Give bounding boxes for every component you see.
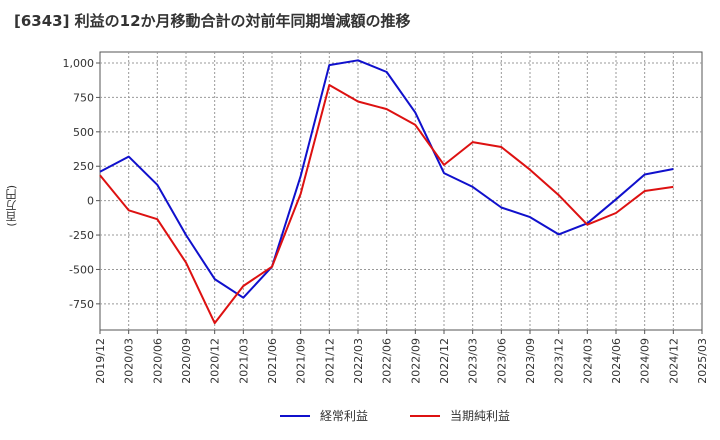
x-tick-label: 2021/06 (266, 338, 279, 384)
x-tick-label: 2021/03 (237, 338, 250, 384)
y-tick-label: -500 (69, 263, 94, 276)
series-line-1 (99, 59, 674, 299)
x-tick-label: 2022/03 (352, 338, 365, 384)
x-tick-label: 2024/03 (581, 338, 594, 384)
x-tick-label: 2019/12 (94, 338, 107, 384)
chart-title: [6343] 利益の12か月移動合計の対前年同期増減額の推移 (14, 12, 411, 30)
x-tick-label: 2023/09 (524, 338, 537, 384)
x-tick-label: 2020/09 (180, 338, 193, 384)
x-tick-label: 2021/09 (295, 338, 308, 384)
x-tick-label: 2020/06 (151, 338, 164, 384)
x-tick-label: 2023/12 (553, 338, 566, 384)
x-tick-label: 2021/12 (323, 338, 336, 384)
y-tick-label: 500 (73, 126, 94, 139)
y-tick-label: 0 (87, 195, 94, 208)
series-line-2 (99, 84, 674, 325)
x-tick-label: 2024/06 (610, 338, 623, 384)
legend-label-1: 経常利益 (320, 409, 368, 423)
legend-label-2: 当期純利益 (450, 409, 510, 423)
plot-area (99, 51, 703, 331)
x-tick-label: 2024/09 (639, 338, 652, 384)
y-tick-label: -250 (69, 229, 94, 242)
x-tick-label: 2024/12 (667, 338, 680, 384)
x-tick-label: 2022/12 (438, 338, 451, 384)
x-tick-label: 2022/06 (381, 338, 394, 384)
y-tick-label: 250 (73, 160, 94, 173)
x-tick-label: 2023/03 (467, 338, 480, 384)
x-tick-label: 2022/09 (409, 338, 422, 384)
y-tick-label: 750 (73, 91, 94, 104)
x-tick-label: 2020/03 (123, 338, 136, 384)
y-tick-label: -750 (69, 298, 94, 311)
x-tick-label: 2023/06 (495, 338, 508, 384)
y-tick-label: 1,000 (63, 57, 95, 70)
x-tick-label: 2025/03 (696, 338, 709, 384)
x-tick-label: 2020/12 (209, 338, 222, 384)
